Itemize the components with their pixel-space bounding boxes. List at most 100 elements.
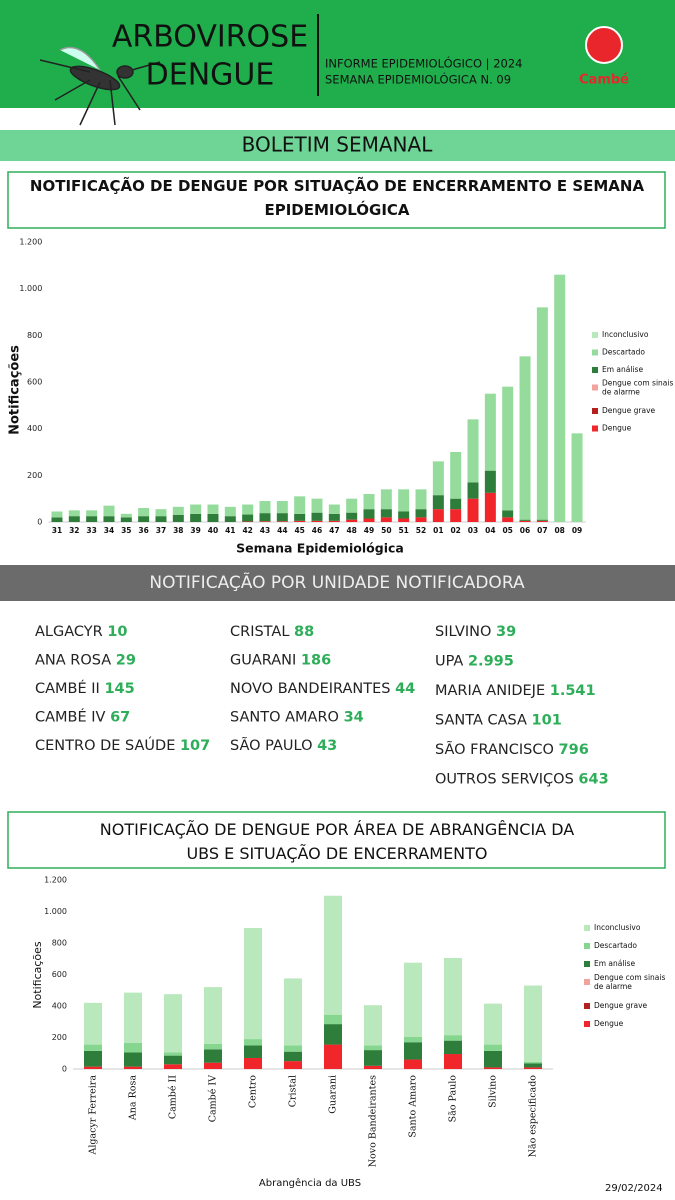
legend-swatch	[592, 367, 598, 373]
unit-count: 10	[107, 624, 127, 640]
bar-segment	[294, 496, 306, 514]
bar-segment	[484, 1050, 502, 1068]
y-axis-label: Notificações	[31, 941, 44, 1009]
legend-label: Dengue grave	[602, 406, 656, 415]
bar-segment	[536, 307, 548, 520]
unit-count: 186	[301, 653, 331, 669]
bar-segment	[364, 1065, 382, 1069]
bar-segment	[444, 957, 462, 1036]
legend-swatch	[584, 925, 590, 931]
bar-segment	[444, 1054, 462, 1069]
bar-segment	[311, 498, 323, 513]
bar-segment	[224, 516, 236, 522]
bar-segment	[524, 1061, 542, 1064]
bar-segment	[415, 489, 427, 510]
bar-segment	[259, 521, 271, 522]
x-tick-label: 03	[468, 526, 478, 535]
unit-entry: SANTO AMARO 34	[230, 710, 364, 726]
bar-segment	[164, 1052, 182, 1056]
legend-line: Dengue com sinais	[594, 973, 665, 982]
chart-title-line: NOTIFICAÇÃO DE DENGUE POR SITUAÇÃO DE EN…	[30, 176, 645, 195]
bar-segment	[324, 895, 342, 1015]
x-tick-label: Guarani	[328, 1075, 339, 1114]
unit-count: 1.541	[550, 683, 596, 699]
legend-label: Dengue	[594, 1019, 624, 1028]
unit-name: CAMBÉ IV	[35, 709, 106, 726]
unit-count: 34	[344, 710, 364, 726]
x-tick-label: 47	[329, 526, 339, 535]
unit-entry: NOVO BANDEIRANTES 44	[230, 681, 415, 697]
bar-segment	[536, 520, 548, 522]
x-tick-label: 09	[572, 526, 582, 535]
legend-label: Dengue com sinais de alarme	[602, 379, 673, 397]
bar-segment	[120, 513, 132, 518]
bar-segment	[259, 501, 271, 514]
x-tick-label: 31	[52, 526, 62, 535]
bar-segment	[224, 506, 236, 517]
x-tick-label: 50	[381, 526, 391, 535]
unit-entry: SÃO PAULO 43	[230, 737, 337, 754]
unit-name: GUARANI	[230, 653, 296, 669]
bar-segment	[467, 419, 479, 483]
units-band	[0, 565, 675, 601]
bar-segment	[164, 1064, 182, 1069]
bar-segment	[324, 1014, 342, 1025]
bar-segment	[311, 512, 323, 521]
bar-segment	[276, 501, 288, 514]
unit-name: SÃO FRANCISCO	[435, 741, 554, 758]
y-tick-label: 600	[52, 970, 67, 979]
legend-label: Inconclusivo	[602, 330, 649, 339]
bar-segment	[204, 1043, 222, 1050]
bar-segment	[155, 509, 167, 517]
bar-segment	[554, 274, 566, 522]
x-tick-label: 40	[208, 526, 218, 535]
legend-label: Dengue grave	[594, 1001, 648, 1010]
bar-segment	[328, 520, 340, 522]
bar-segment	[207, 513, 219, 522]
y-tick-label: 200	[52, 1033, 67, 1042]
bar-segment	[380, 509, 392, 518]
x-tick-label: São Paulo	[448, 1075, 459, 1123]
x-tick-label: 42	[242, 526, 252, 535]
bar-segment	[172, 506, 184, 515]
bar-segment	[432, 461, 444, 496]
unit-entry: UPA 2.995	[435, 654, 514, 670]
unit-count: 67	[110, 710, 130, 726]
bar-segment	[155, 516, 167, 522]
bar-segment	[244, 928, 262, 1040]
y-tick-label: 400	[27, 424, 42, 433]
unit-name: SÃO PAULO	[230, 737, 312, 754]
unit-name: MARIA ANIDEJE	[435, 683, 545, 699]
bar-segment	[190, 513, 202, 522]
bar-segment	[328, 513, 340, 521]
unit-name: NOVO BANDEIRANTES	[230, 681, 390, 697]
bar-segment	[172, 515, 184, 522]
legend-swatch	[584, 979, 590, 985]
bar-segment	[276, 521, 288, 522]
bar-segment	[346, 498, 358, 513]
bar-segment	[444, 1035, 462, 1041]
bar-segment	[502, 386, 514, 511]
bar-segment	[346, 519, 358, 522]
x-tick-label: 52	[416, 526, 426, 535]
bar-segment	[324, 1044, 342, 1069]
unit-count: 101	[532, 713, 562, 729]
unit-name: SANTO AMARO	[230, 710, 339, 726]
legend-label: Descartado	[602, 348, 645, 357]
bar-segment	[524, 1063, 542, 1068]
y-tick-label: 800	[27, 331, 42, 340]
x-tick-label: 08	[554, 526, 564, 535]
bar-segment	[380, 489, 392, 510]
bar-segment	[103, 505, 115, 517]
bar-segment	[242, 504, 254, 515]
bar-segment	[450, 509, 462, 522]
bar-segment	[404, 1059, 422, 1069]
x-tick-label: 39	[190, 526, 200, 535]
bar-segment	[284, 1061, 302, 1069]
x-tick-label: Centro	[248, 1075, 259, 1108]
x-tick-label: Cristal	[288, 1075, 299, 1107]
bar-segment	[284, 1045, 302, 1052]
legend-swatch	[592, 332, 598, 338]
unit-count: 643	[578, 772, 608, 788]
legend-label: Em análise	[594, 959, 635, 968]
